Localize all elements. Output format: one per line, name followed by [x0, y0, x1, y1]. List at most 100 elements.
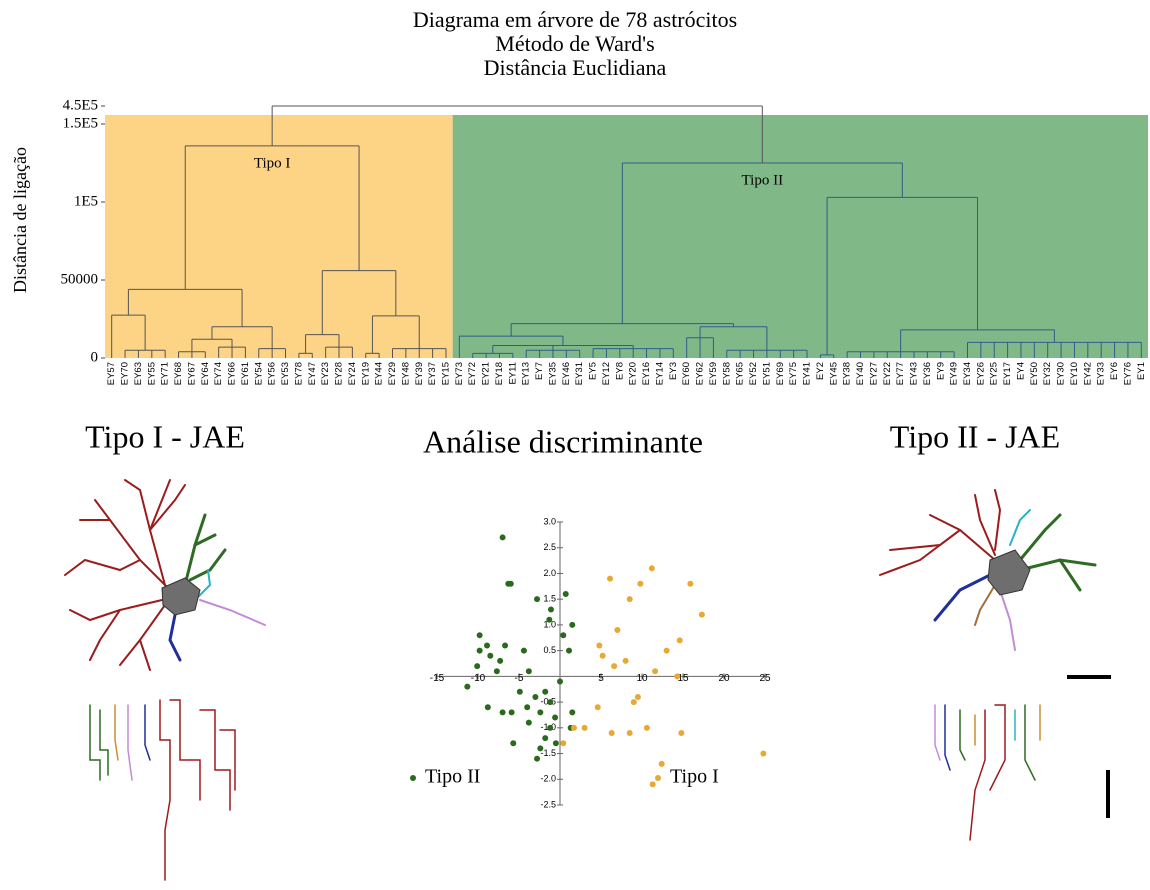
point — [627, 730, 633, 736]
leaf-label: EY2 — [815, 362, 826, 380]
point — [477, 632, 483, 638]
y-tick-label: -2.5 — [540, 799, 556, 809]
point — [509, 709, 515, 715]
leaf-label: EY70 — [120, 362, 131, 385]
leaf-label: EY68 — [173, 362, 184, 385]
point — [534, 756, 540, 762]
y-tick-label: 3.0 — [543, 516, 556, 526]
leaf-label: EY27 — [868, 362, 879, 385]
leaf-label: EY64 — [200, 362, 211, 385]
point — [650, 781, 656, 787]
leaf-label: EY13 — [521, 362, 532, 385]
point — [537, 709, 543, 715]
point — [526, 720, 532, 726]
point — [508, 581, 514, 587]
point — [526, 668, 532, 674]
x-tick-label: -10 — [471, 673, 486, 684]
legend-label: Tipo II — [425, 766, 480, 788]
leaf-label: EY51 — [761, 362, 772, 385]
point — [532, 694, 538, 700]
leaf-label: EY10 — [1069, 362, 1080, 385]
leaf-label: EY32 — [1042, 362, 1053, 385]
point — [664, 648, 670, 654]
point — [553, 740, 559, 746]
leaf-label: EY11 — [507, 362, 518, 385]
leaf-label: EY1 — [1136, 362, 1147, 380]
leaf-label: EY19 — [360, 362, 371, 385]
leaf-label: EY52 — [748, 362, 759, 385]
y-tick-label: 0.5 — [543, 645, 556, 655]
leaf-label: EY54 — [253, 362, 264, 385]
leaf-label: EY72 — [467, 362, 478, 385]
chart-title: Método de Ward's — [495, 31, 654, 56]
y-tick-label: 1E5 — [74, 193, 98, 209]
leaf-label: EY12 — [601, 362, 612, 385]
leaf-label: EY31 — [574, 362, 585, 385]
point — [542, 735, 548, 741]
chart-title: Diagrama em árvore de 78 astrócitos — [413, 7, 737, 32]
figure: Diagrama em árvore de 78 astrócitosMétod… — [0, 0, 1150, 890]
leaf-label: EY56 — [267, 362, 278, 385]
leaf-label: EY16 — [641, 362, 652, 385]
leaf-label: EY73 — [454, 362, 465, 385]
point — [635, 694, 641, 700]
y-tick-label: -2.0 — [540, 774, 556, 784]
x-tick-label: -15 — [430, 673, 445, 684]
y-axis-label: Distância de ligação — [10, 147, 30, 293]
point — [687, 581, 693, 587]
point — [609, 730, 615, 736]
leaf-label: EY8 — [614, 362, 625, 380]
point — [644, 725, 650, 731]
point — [560, 740, 566, 746]
leaf-label: EY6 — [1109, 362, 1120, 380]
leaf-label: EY53 — [280, 362, 291, 385]
point — [510, 740, 516, 746]
legend-marker — [410, 775, 416, 781]
neuron-type-2 — [880, 490, 1095, 650]
leaf-label: EY22 — [882, 362, 893, 385]
leaf-label: EY69 — [775, 362, 786, 385]
leaf-label: EY41 — [802, 362, 813, 385]
point — [760, 751, 766, 757]
leaf-label: EY66 — [227, 362, 238, 385]
y-tick-label: 2.5 — [543, 542, 556, 552]
leaf-label: EY50 — [1029, 362, 1040, 385]
leaf-label: EY29 — [387, 362, 398, 385]
x-tick-label: 20 — [718, 673, 730, 684]
leaf-label: EY17 — [1002, 362, 1013, 385]
point — [548, 606, 554, 612]
point — [677, 637, 683, 643]
leaf-label: EY18 — [494, 362, 505, 385]
leaf-label: EY4 — [1015, 362, 1026, 380]
point — [569, 622, 575, 628]
leaf-label: EY20 — [628, 362, 639, 385]
point — [614, 627, 620, 633]
leaf-label: EY44 — [374, 362, 385, 385]
chart-title: Análise discriminante — [423, 423, 703, 459]
point — [464, 684, 470, 690]
leaf-label: EY71 — [160, 362, 171, 385]
y-tick-label: 1.5E5 — [63, 115, 98, 131]
leaf-label: EY30 — [1056, 362, 1067, 385]
branch-diagram-type-1 — [90, 700, 235, 880]
point — [521, 648, 527, 654]
legend-label: Tipo I — [670, 766, 719, 788]
point — [569, 709, 575, 715]
leaf-label: EY55 — [146, 362, 157, 385]
point — [566, 648, 572, 654]
leaf-label: EY26 — [975, 362, 986, 385]
point — [485, 704, 491, 710]
leaf-label: EY24 — [347, 362, 358, 385]
leaf-label: EY74 — [213, 362, 224, 385]
leaf-label: EY14 — [654, 362, 665, 385]
leaf-label: EY35 — [547, 362, 558, 385]
point — [524, 704, 530, 710]
leaf-label: EY61 — [240, 362, 251, 385]
y-tick-label: 1.5 — [543, 594, 556, 604]
point — [595, 704, 601, 710]
leaf-label: EY45 — [828, 362, 839, 385]
leaf-label: EY65 — [735, 362, 746, 385]
leaf-label: EY63 — [133, 362, 144, 385]
leaf-label: EY37 — [427, 362, 438, 385]
